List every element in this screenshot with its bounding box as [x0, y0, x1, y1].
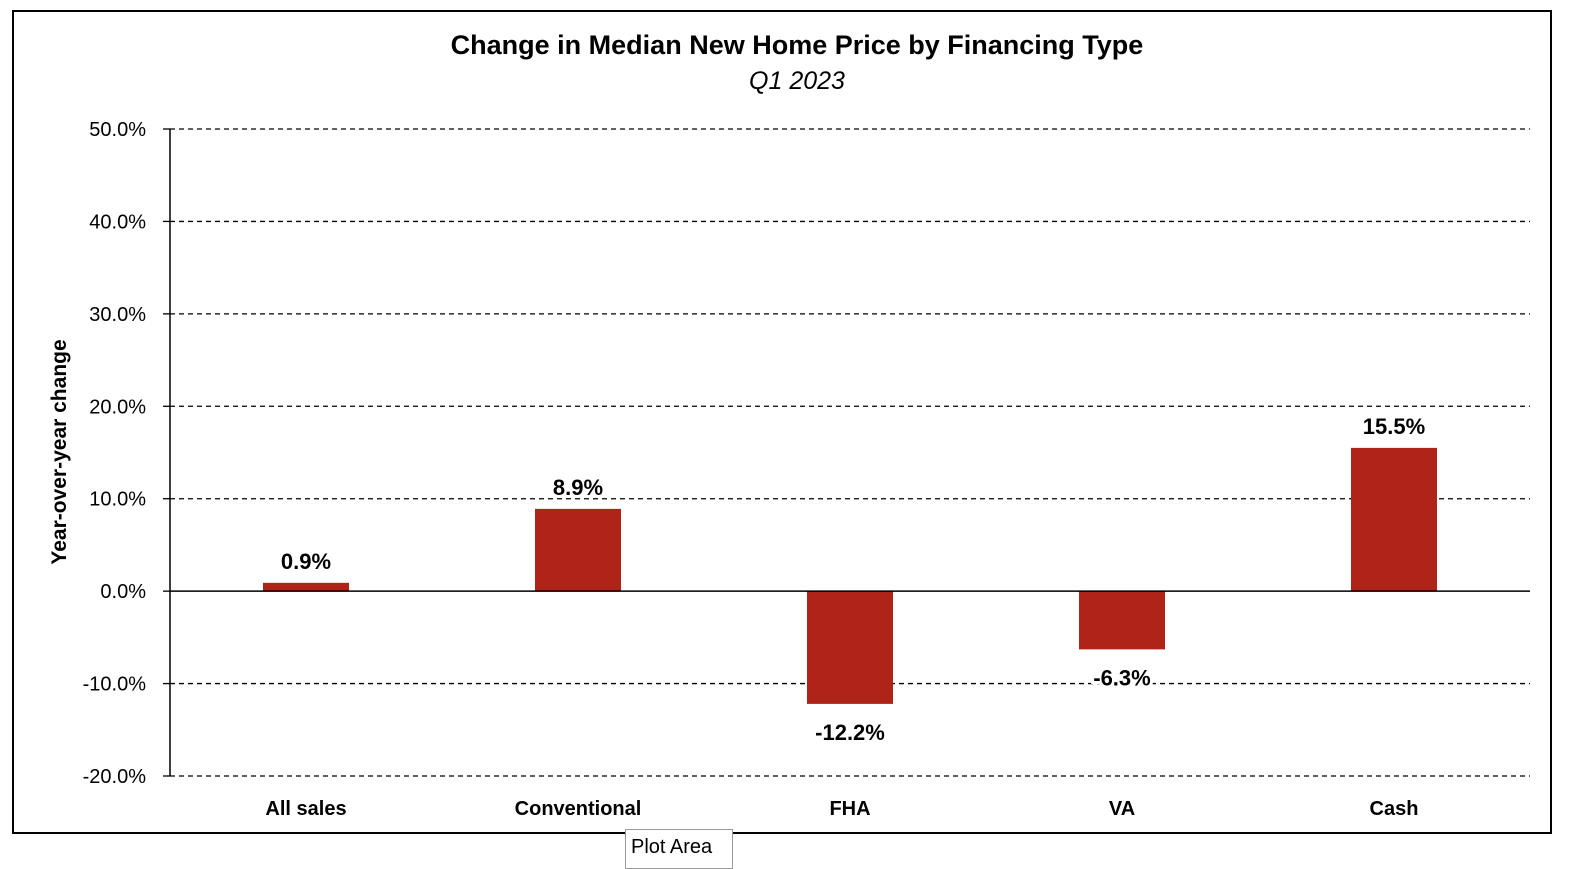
- y-tick-label: 50.0%: [89, 119, 146, 141]
- y-tick-label: 0.0%: [100, 581, 146, 603]
- y-tick-label: 40.0%: [89, 211, 146, 233]
- y-tick-label: -10.0%: [83, 674, 147, 696]
- x-tick-label: Cash: [1370, 798, 1419, 820]
- bar: [1351, 447, 1437, 592]
- x-tick-label: All sales: [265, 798, 346, 820]
- data-label: 8.9%: [553, 475, 603, 500]
- chart-subtitle: Q1 2023: [749, 67, 845, 95]
- x-tick-label: Conventional: [515, 798, 642, 820]
- y-tick-label: 10.0%: [89, 489, 146, 511]
- bar: [1079, 591, 1165, 650]
- axes: [163, 128, 1530, 777]
- y-tick-label: 30.0%: [89, 304, 146, 326]
- y-tick-label: -20.0%: [83, 766, 147, 788]
- plot-area-tooltip-label: Plot Area: [631, 836, 713, 858]
- chart-frame: [12, 10, 1552, 834]
- chart-title: Change in Median New Home Price by Finan…: [450, 30, 1144, 60]
- y-axis-title: Year-over-year change: [48, 339, 71, 564]
- x-tick-label: VA: [1109, 798, 1135, 820]
- bar: [535, 508, 621, 592]
- data-label: 0.9%: [281, 549, 331, 574]
- data-label: -12.2%: [815, 720, 885, 745]
- x-tick-label: FHA: [829, 798, 870, 820]
- plot-area-tooltip: Plot Area: [625, 829, 733, 869]
- data-label: -6.3%: [1093, 665, 1150, 690]
- bar: [263, 582, 349, 592]
- labels: 50.0% 40.0% 30.0% 20.0% 10.0% 0.0% -10.0% -20.0…: [83, 119, 1426, 820]
- y-tick-label: 20.0%: [89, 396, 146, 418]
- bars: [263, 447, 1437, 704]
- gridlines: [170, 128, 1530, 777]
- data-label: 15.5%: [1363, 414, 1425, 439]
- bar: [807, 591, 893, 704]
